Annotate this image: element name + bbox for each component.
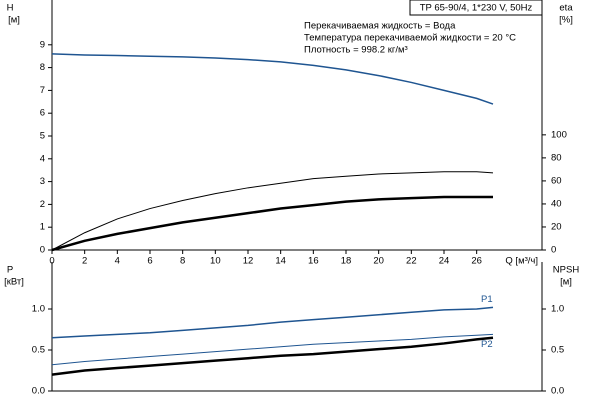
y-axis-unit: [м] xyxy=(8,15,20,26)
x-tick-label: 18 xyxy=(341,256,352,267)
x-tick-label: 6 xyxy=(147,256,152,267)
x-tick-label: 8 xyxy=(180,256,185,267)
x-tick-label: 22 xyxy=(406,256,417,267)
y-tick-label: 1 xyxy=(40,222,45,233)
curve xyxy=(51,195,493,252)
y-tick-label: 4 xyxy=(40,153,45,164)
y-axis-label: H xyxy=(7,3,14,14)
x-tick-label: 20 xyxy=(373,256,384,267)
y2-axis-unit: [%] xyxy=(559,15,573,26)
y-tick-label: 0.5 xyxy=(32,345,45,356)
y2-axis-label: eta xyxy=(559,3,573,14)
note: Температура перекачиваемой жидкости = 20… xyxy=(304,33,516,44)
x-tick-label: 26 xyxy=(471,256,482,267)
x-tick-label: 16 xyxy=(308,256,319,267)
y2-tick-label: 0 xyxy=(551,245,556,256)
y-tick-label: 3 xyxy=(40,176,45,187)
y-tick-label: 9 xyxy=(40,39,45,50)
curve-label: P1 xyxy=(481,294,493,305)
y2-tick-label: 60 xyxy=(551,175,562,186)
curve xyxy=(51,333,494,366)
x-tick-label: 4 xyxy=(115,256,120,267)
x-axis-label: Q [м³/ч] xyxy=(505,256,538,267)
y2-tick-label: 0.0 xyxy=(551,386,564,397)
y-tick-label: 8 xyxy=(40,62,45,73)
y2-tick-label: 1.0 xyxy=(551,304,564,315)
x-tick-label: 14 xyxy=(275,256,286,267)
y2-axis-unit: [м] xyxy=(560,277,572,288)
y2-tick-label: 40 xyxy=(551,198,562,209)
y-axis-label: P xyxy=(7,265,13,276)
curve-label: P2 xyxy=(481,339,493,350)
curve xyxy=(51,53,494,105)
curve xyxy=(51,306,494,339)
y-tick-label: 2 xyxy=(40,199,45,210)
y-tick-label: 5 xyxy=(40,131,45,142)
y-axis-unit: [кВт] xyxy=(4,277,24,288)
y-tick-label: 0.0 xyxy=(32,386,45,397)
curve xyxy=(51,171,494,251)
curve xyxy=(51,336,494,376)
y2-axis-label: NPSH xyxy=(553,265,580,276)
x-tick-label: 0 xyxy=(49,256,54,267)
note: Перекачиваемая жидкость = Вода xyxy=(304,21,456,32)
y-tick-label: 0 xyxy=(40,245,45,256)
y-tick-label: 1.0 xyxy=(32,304,45,315)
y2-tick-label: 100 xyxy=(551,129,567,140)
x-tick-label: 2 xyxy=(82,256,87,267)
y-tick-label: 6 xyxy=(40,108,45,119)
y2-tick-label: 20 xyxy=(551,221,562,232)
x-tick-label: 12 xyxy=(243,256,254,267)
chart-title: TP 65-90/4, 1*230 V, 50Hz xyxy=(420,3,533,14)
y-tick-label: 7 xyxy=(40,85,45,96)
x-tick-label: 10 xyxy=(210,256,221,267)
x-tick-label: 24 xyxy=(439,256,450,267)
note: Плотность = 998.2 кг/м³ xyxy=(304,45,408,56)
y2-tick-label: 80 xyxy=(551,152,562,163)
y2-tick-label: 0.5 xyxy=(551,345,564,356)
